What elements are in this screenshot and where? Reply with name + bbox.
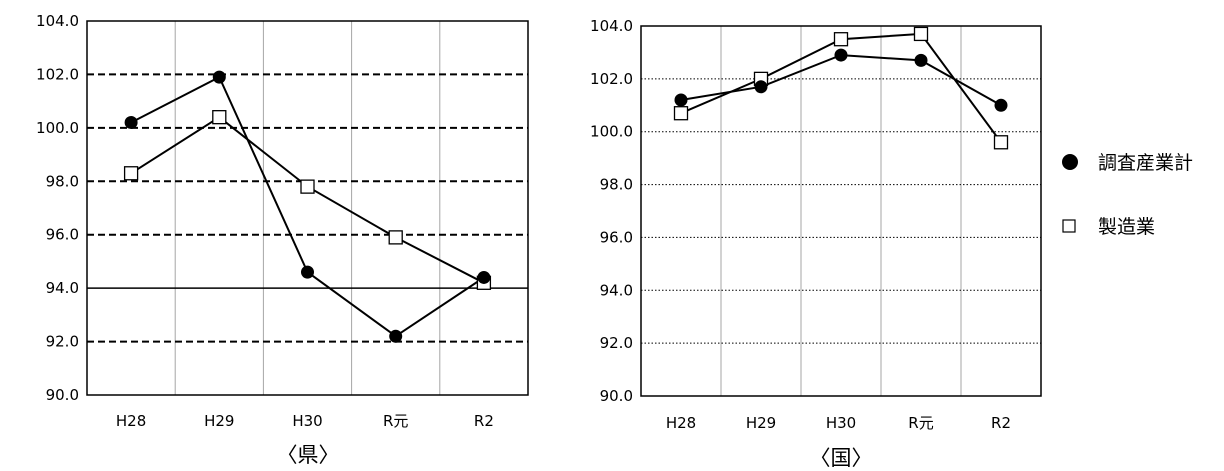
y-tick-label: 92.0	[46, 333, 79, 351]
data-point-circle	[212, 70, 226, 84]
x-tick-label: H29	[746, 414, 776, 432]
data-point-square	[833, 32, 849, 47]
y-tick-label: 90.0	[46, 386, 79, 404]
national-chart: 90.0 92.0 94.0 96.0 98.0 100.0 102.0 104.0 H28 H2…	[590, 17, 1042, 470]
data-point-square	[388, 230, 403, 245]
y-tick-label: 104.0	[590, 17, 633, 35]
data-point-square	[212, 110, 227, 125]
series-line-1	[680, 54, 1002, 107]
y-tick-label: 104.0	[36, 12, 79, 30]
x-tick-label: H28	[116, 412, 146, 430]
plot-frame	[640, 25, 1042, 397]
series-line-1	[130, 75, 485, 338]
y-tick-label: 98.0	[46, 172, 79, 190]
legend-label-series2: 製造業	[1098, 216, 1155, 238]
x-tick-label: R元	[383, 412, 408, 430]
y-tick-label: 94.0	[46, 279, 79, 297]
x-tick-label: R2	[474, 412, 494, 430]
data-point-square	[300, 179, 315, 194]
data-point-circle	[994, 98, 1008, 112]
plot-frame	[86, 20, 529, 396]
legend-label-series1: 調査産業計	[1098, 152, 1193, 174]
data-point-circle	[914, 53, 928, 67]
data-point-circle	[124, 116, 138, 130]
legend: 調査産業計 製造業	[1062, 152, 1193, 238]
y-tick-label: 102.0	[590, 70, 633, 88]
data-point-square	[673, 106, 689, 121]
y-tick-label: 96.0	[600, 228, 633, 246]
x-tick-label: H30	[292, 412, 322, 430]
data-point-circle	[389, 329, 403, 343]
series-line-2	[130, 115, 485, 284]
prefecture-chart: 90.0 92.0 94.0 96.0 98.0 100.0 102.0 104.0 H28 H2…	[36, 12, 529, 467]
y-tick-label: 100.0	[36, 119, 79, 137]
chart-caption: 〈県〉	[277, 443, 340, 467]
y-tick-label: 96.0	[46, 226, 79, 244]
x-tick-label: R元	[908, 414, 933, 432]
legend-marker-open-square-icon	[1062, 219, 1076, 233]
x-tick-label: R2	[991, 414, 1011, 432]
x-tick-label: H29	[204, 412, 234, 430]
data-point-circle	[754, 80, 768, 94]
chart-caption: 〈国〉	[810, 446, 873, 470]
data-point-circle	[301, 265, 314, 279]
data-point-circle	[834, 48, 848, 62]
data-point-circle	[477, 270, 491, 284]
y-tick-label: 98.0	[600, 176, 633, 194]
y-tick-label: 92.0	[600, 334, 633, 352]
x-tick-label: H30	[826, 414, 856, 432]
data-point-square	[993, 135, 1009, 150]
data-point-square	[123, 166, 139, 181]
y-tick-label: 94.0	[600, 281, 633, 299]
data-point-square	[913, 26, 929, 42]
y-tick-label: 90.0	[600, 387, 633, 405]
legend-marker-filled-circle-icon	[1062, 154, 1078, 170]
y-tick-label: 100.0	[590, 123, 633, 141]
data-point-circle	[674, 93, 688, 107]
y-tick-label: 102.0	[36, 65, 79, 83]
x-tick-label: H28	[666, 414, 696, 432]
